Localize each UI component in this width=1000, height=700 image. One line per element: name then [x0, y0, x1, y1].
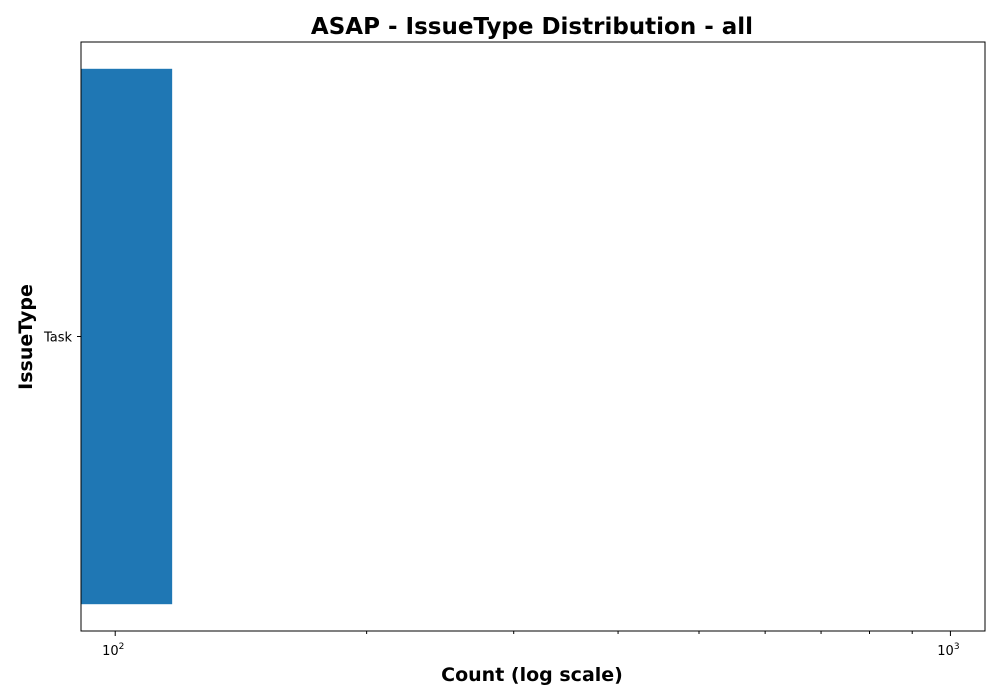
x-tick-label: 103 [937, 642, 959, 659]
y-tick-label: Task [43, 331, 73, 346]
axes-frame [80, 41, 986, 632]
y-axis-label: IssueType [15, 284, 37, 390]
plot-area: Task 102 103 [43, 41, 986, 659]
x-tick-label: 102 [102, 642, 124, 659]
chart-title: ASAP - IssueType Distribution - all [311, 14, 753, 40]
bar-task [81, 68, 173, 605]
x-axis-label: Count (log scale) [441, 664, 623, 686]
